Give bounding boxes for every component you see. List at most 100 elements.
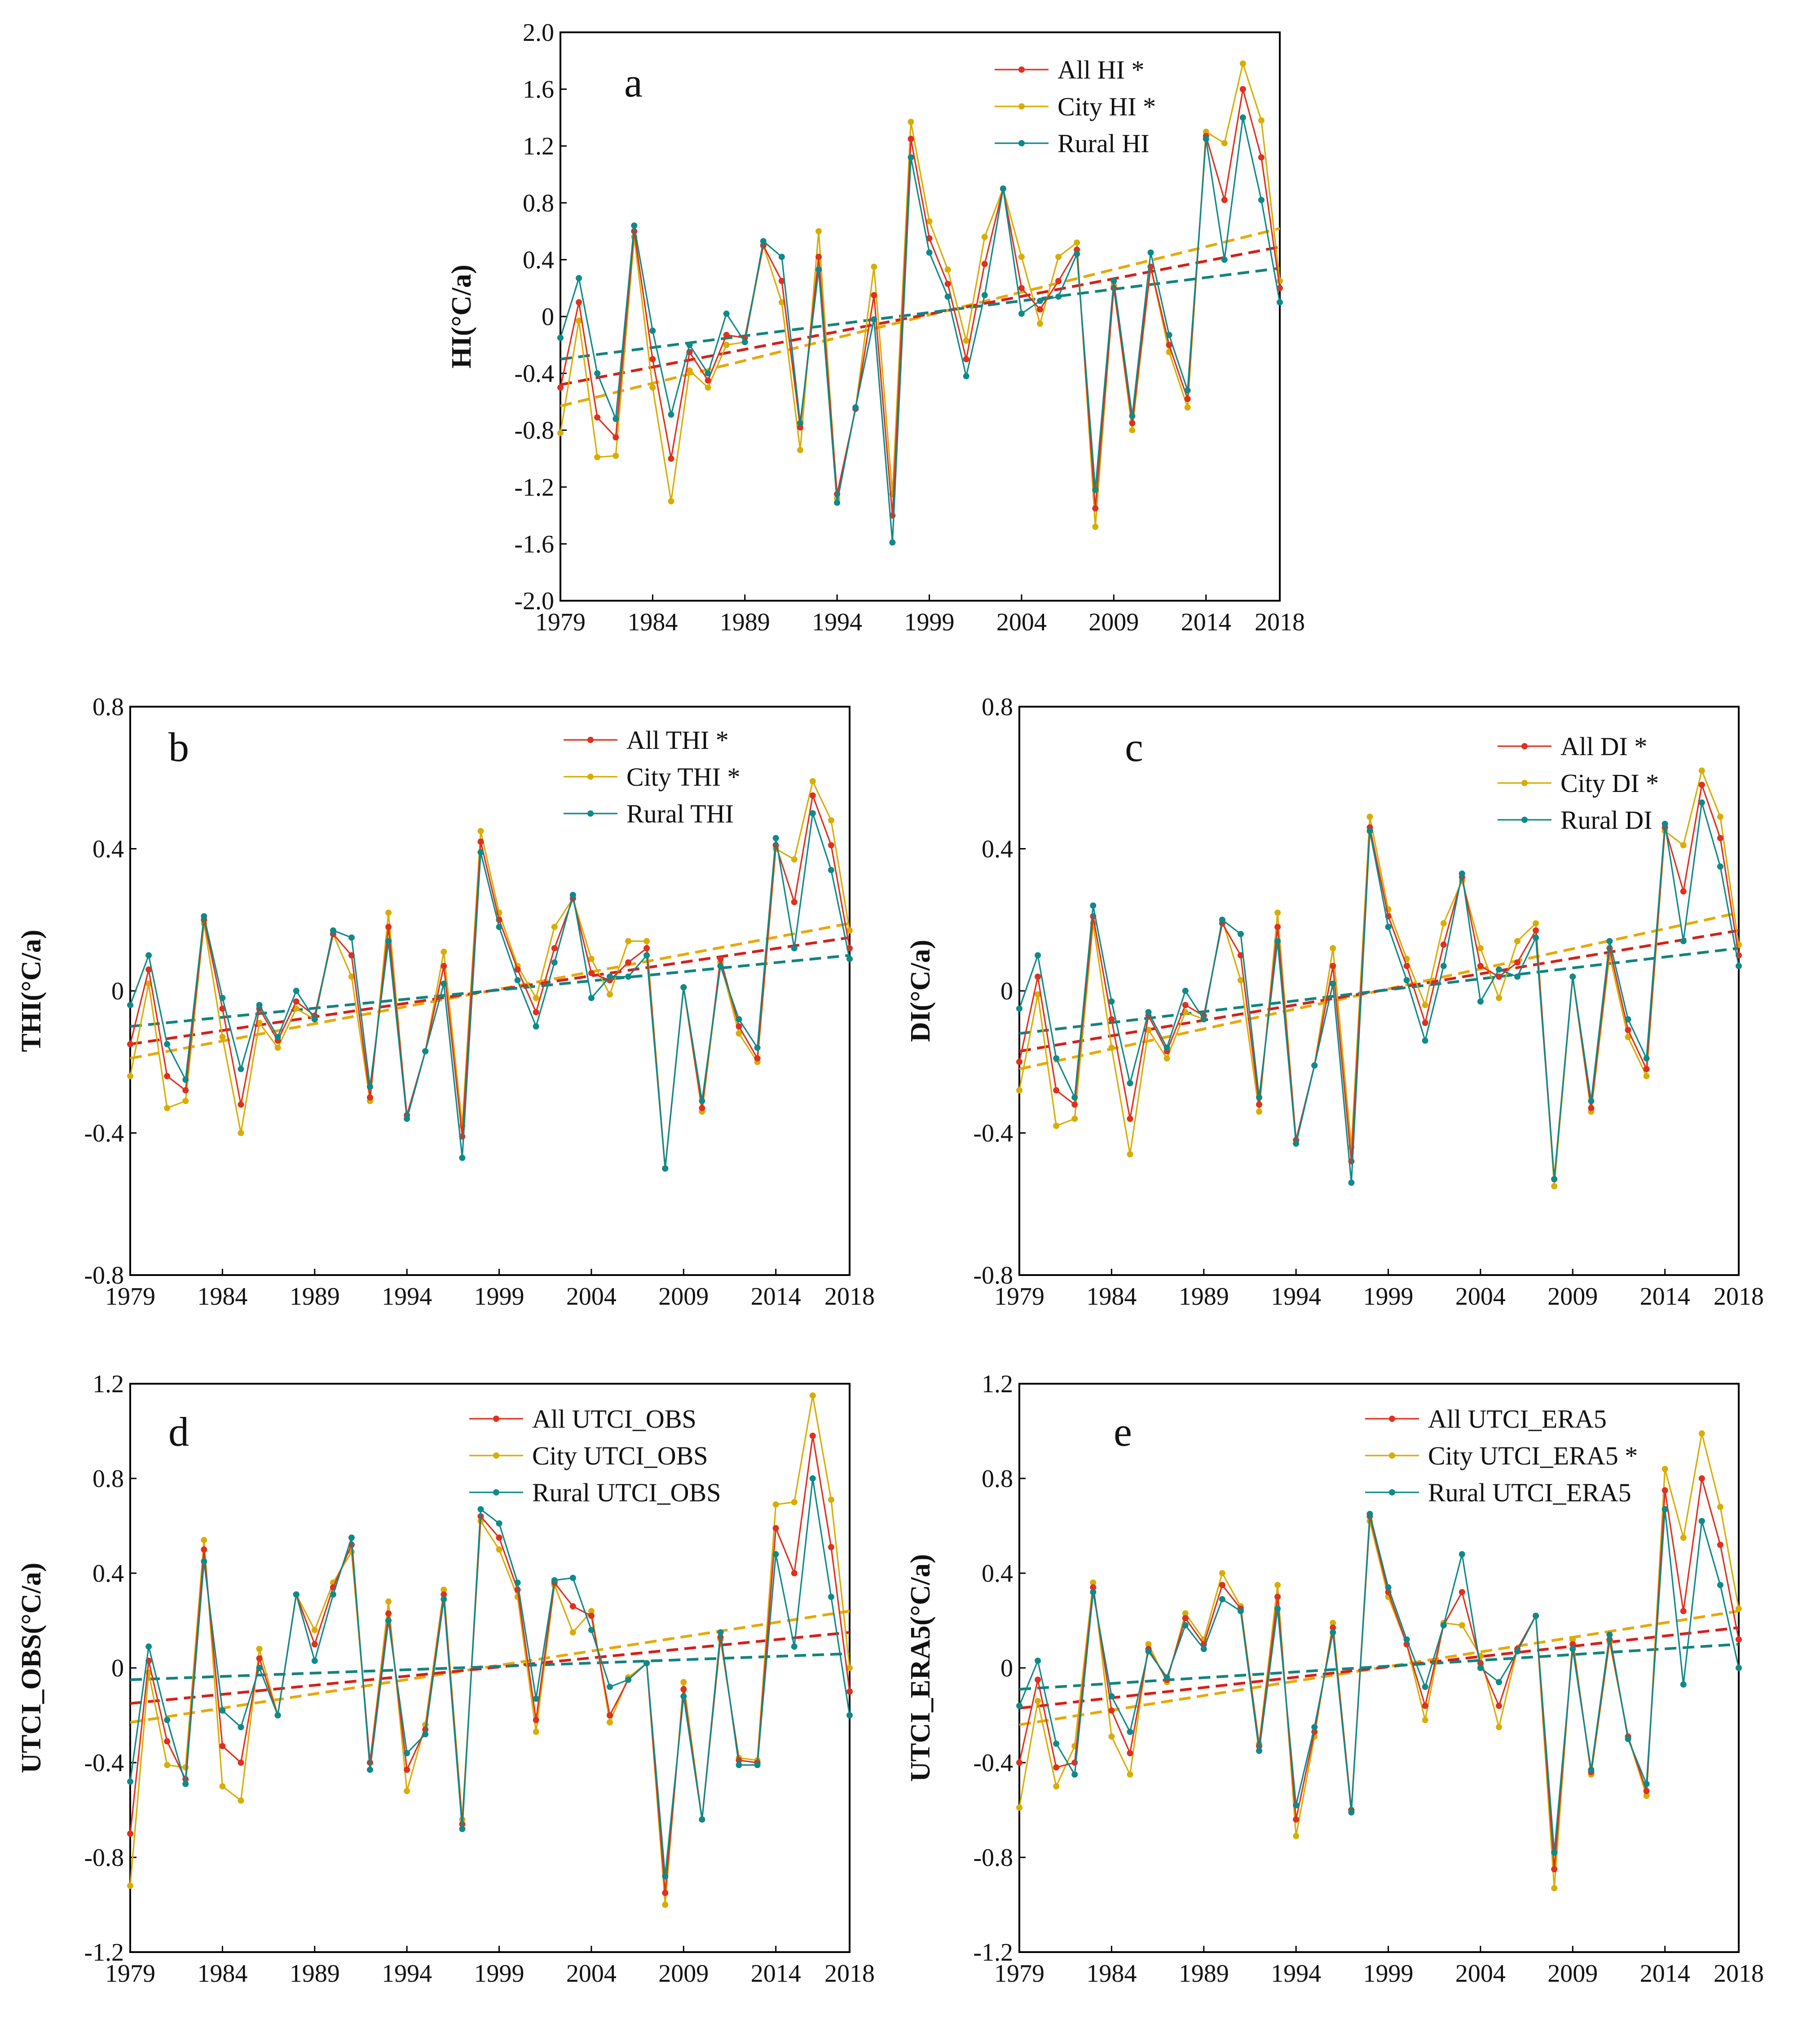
data-point-rural xyxy=(385,938,392,945)
data-point-rural xyxy=(1551,1176,1558,1183)
data-point-rural xyxy=(1736,1665,1742,1671)
legend-marker-city xyxy=(1521,780,1528,786)
data-point-rural xyxy=(736,1762,742,1768)
series-line-all xyxy=(129,792,851,1169)
y-tick-label: 0.8 xyxy=(93,693,124,721)
data-point-rural xyxy=(1035,1658,1041,1664)
data-point-rural xyxy=(772,1551,779,1557)
data-point-city xyxy=(1698,1430,1705,1437)
data-point-city xyxy=(1182,1610,1189,1617)
data-point-city xyxy=(256,1020,263,1026)
trend-line-rural xyxy=(1019,947,1739,1035)
y-tick-label: -1.2 xyxy=(84,1939,124,1966)
data-point-rural xyxy=(496,924,502,930)
x-tick-label: 1994 xyxy=(812,608,862,636)
data-point-all xyxy=(1625,1027,1631,1034)
x-tick-label: 2004 xyxy=(996,608,1047,636)
data-point-rural xyxy=(1698,799,1705,806)
data-point-city xyxy=(1551,1885,1558,1891)
data-point-all xyxy=(1090,1584,1097,1591)
data-point-city xyxy=(1055,254,1062,260)
legend-marker-city xyxy=(493,1452,499,1459)
y-tick-label: 0 xyxy=(1000,977,1013,1005)
data-point-rural xyxy=(256,1002,263,1008)
legend-label-all: All UTCI_ERA5 xyxy=(1428,1404,1607,1434)
legend-marker-rural xyxy=(1018,140,1025,146)
data-point-city xyxy=(1053,1783,1060,1790)
x-tick-label: 1999 xyxy=(1363,1283,1414,1311)
data-point-rural xyxy=(1459,870,1465,877)
data-point-all xyxy=(1440,941,1447,948)
data-point-rural xyxy=(699,1816,705,1823)
y-tick-label: 0.8 xyxy=(982,693,1013,721)
x-tick-label: 1979 xyxy=(535,608,586,636)
data-point-rural xyxy=(1145,1648,1152,1655)
data-point-city xyxy=(1129,427,1136,434)
data-point-all xyxy=(533,1009,539,1016)
data-point-city xyxy=(1018,254,1025,260)
data-point-rural xyxy=(1163,1674,1170,1681)
data-point-all xyxy=(557,384,564,391)
data-point-all xyxy=(926,235,933,242)
data-point-rural xyxy=(1680,938,1687,945)
x-tick-label: 1989 xyxy=(290,1960,340,1988)
data-point-rural xyxy=(1129,413,1136,419)
data-point-city xyxy=(1071,1115,1078,1122)
data-point-rural xyxy=(717,1629,724,1636)
data-point-rural xyxy=(1330,981,1336,987)
data-point-all xyxy=(1053,1087,1060,1094)
data-point-rural xyxy=(889,539,896,546)
data-point-all xyxy=(778,277,785,284)
data-point-rural xyxy=(422,1048,429,1055)
data-point-city xyxy=(1717,814,1723,820)
legend-marker-all xyxy=(493,1416,499,1422)
data-point-all xyxy=(1239,86,1246,92)
data-point-rural xyxy=(828,867,834,873)
data-point-city xyxy=(238,1130,244,1136)
data-point-all xyxy=(164,1073,171,1079)
data-point-rural xyxy=(1440,1622,1447,1629)
data-point-rural xyxy=(1018,310,1025,317)
data-point-rural xyxy=(293,988,300,994)
data-point-city xyxy=(127,1073,133,1079)
data-point-all xyxy=(1496,1702,1502,1709)
data-point-all xyxy=(828,842,834,849)
data-point-rural xyxy=(514,977,521,984)
data-point-city xyxy=(274,1044,281,1051)
x-tick-label: 2018 xyxy=(824,1283,875,1311)
legend-label-city: City DI * xyxy=(1560,769,1659,798)
data-point-rural xyxy=(588,1627,595,1633)
data-point-all xyxy=(1035,1676,1041,1683)
data-point-rural xyxy=(1111,277,1117,284)
data-point-rural xyxy=(1533,1612,1539,1619)
data-point-rural xyxy=(1625,1016,1631,1023)
data-point-city xyxy=(588,955,595,962)
data-point-rural xyxy=(1182,988,1189,994)
data-point-all xyxy=(385,924,392,930)
data-point-all xyxy=(1274,1593,1281,1600)
data-point-all xyxy=(1219,1582,1225,1588)
data-point-all xyxy=(680,1686,687,1693)
data-point-all xyxy=(514,966,521,973)
data-point-rural xyxy=(686,342,693,348)
data-point-city xyxy=(705,384,711,391)
x-tick-label: 2009 xyxy=(1547,1960,1598,1988)
data-point-all xyxy=(594,414,601,421)
legend-marker-rural xyxy=(1521,817,1528,823)
data-point-city xyxy=(1698,767,1705,774)
y-tick-label: -1.2 xyxy=(973,1939,1013,1966)
data-point-all xyxy=(828,1544,834,1550)
x-tick-label: 1984 xyxy=(197,1960,247,1988)
data-point-rural xyxy=(145,1643,152,1650)
data-point-city xyxy=(1422,1002,1428,1008)
data-point-rural xyxy=(944,293,951,300)
data-point-rural xyxy=(127,1778,133,1785)
data-point-all xyxy=(1698,1475,1705,1482)
data-point-city xyxy=(1496,994,1502,1001)
data-point-all xyxy=(871,292,877,299)
legend-label-rural: Rural HI xyxy=(1058,129,1150,158)
data-point-city xyxy=(533,1729,539,1735)
data-point-rural xyxy=(809,1475,816,1482)
data-point-all xyxy=(1018,285,1025,291)
legend-marker-rural xyxy=(587,810,594,817)
